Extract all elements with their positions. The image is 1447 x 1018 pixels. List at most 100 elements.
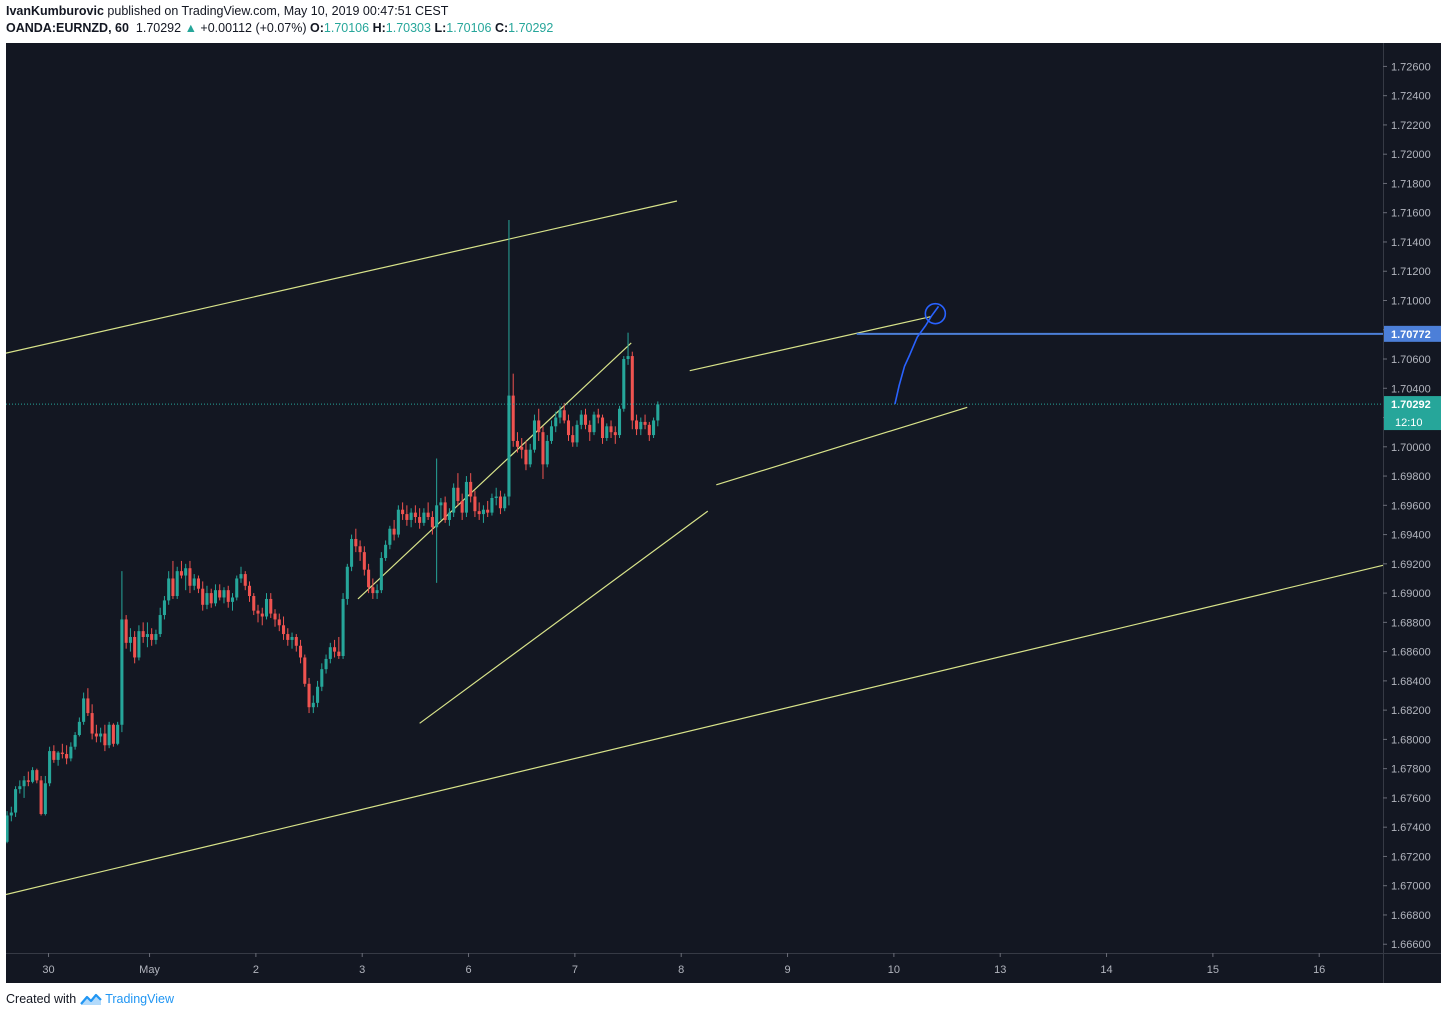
candle-body bbox=[481, 509, 485, 515]
candle-body bbox=[362, 552, 366, 570]
candle-body bbox=[141, 631, 145, 637]
candle-body bbox=[592, 414, 596, 433]
candle-body bbox=[311, 702, 315, 708]
candle-body bbox=[520, 446, 524, 450]
candle-body bbox=[439, 502, 443, 506]
chart-canvas[interactable]: 1.72600 1.72400 1.72200 1.72000 1.71800 1.716… bbox=[6, 43, 1441, 983]
candle-body bbox=[328, 647, 332, 659]
time-tick-label: 7 bbox=[572, 964, 578, 976]
candle-body bbox=[179, 571, 183, 576]
candle-body bbox=[643, 421, 647, 425]
price-tick-label: 1.70400 bbox=[1391, 383, 1431, 395]
candle-body bbox=[99, 733, 103, 737]
candle-body bbox=[18, 786, 22, 790]
last-price: 1.70292 bbox=[135, 21, 182, 35]
candle-body bbox=[579, 414, 583, 425]
candle-body bbox=[235, 578, 239, 598]
price-tick-label: 1.67800 bbox=[1391, 764, 1431, 776]
candle-body bbox=[124, 619, 128, 643]
price-tick-label: 1.67400 bbox=[1391, 822, 1431, 834]
price-tick-label: 1.69000 bbox=[1391, 588, 1431, 600]
price-tick-label: 1.68400 bbox=[1391, 676, 1431, 688]
candle-body bbox=[316, 686, 320, 703]
candle-body bbox=[324, 658, 328, 670]
candle-body bbox=[120, 619, 124, 725]
open-value: 1.70106 bbox=[323, 21, 370, 35]
candle-body bbox=[35, 770, 39, 781]
price-tick-label: 1.68200 bbox=[1391, 705, 1431, 717]
candle-body bbox=[294, 636, 298, 646]
candle-body bbox=[256, 610, 260, 614]
candle-body bbox=[209, 593, 213, 604]
candle-body bbox=[171, 578, 175, 597]
time-tick-label: 14 bbox=[1100, 964, 1112, 976]
open-label: O: bbox=[310, 21, 324, 35]
candle-body bbox=[596, 414, 600, 418]
candle-body bbox=[22, 780, 26, 787]
candle-body bbox=[286, 634, 290, 640]
candle-body bbox=[260, 613, 264, 617]
time-tick-label: 2 bbox=[253, 964, 259, 976]
price-tick-label: 1.68600 bbox=[1391, 647, 1431, 659]
candle-body bbox=[303, 657, 307, 684]
price-tick-label: 1.69800 bbox=[1391, 471, 1431, 483]
candle-body bbox=[405, 514, 409, 520]
candle-body bbox=[388, 528, 392, 545]
level-price-tag-label: 1.70772 bbox=[1391, 329, 1431, 341]
price-tick-label: 1.72400 bbox=[1391, 91, 1431, 103]
candle-body bbox=[554, 417, 558, 427]
candle-body bbox=[541, 432, 545, 465]
candle-body bbox=[647, 424, 651, 436]
symbol-label: OANDA:EURNZD, 60 bbox=[6, 21, 129, 35]
candle-body bbox=[583, 414, 588, 425]
candle-body bbox=[14, 789, 18, 813]
candle-body bbox=[528, 449, 532, 465]
candle-body bbox=[239, 574, 243, 579]
projection-target-circle bbox=[924, 302, 947, 325]
candle-body bbox=[545, 440, 549, 465]
time-tick-label: 8 bbox=[678, 964, 684, 976]
candle-body bbox=[82, 698, 86, 722]
candle-body bbox=[435, 505, 439, 528]
candle-body bbox=[201, 588, 205, 605]
price-tick-label: 1.69400 bbox=[1391, 530, 1431, 542]
time-tick-label: 9 bbox=[784, 964, 790, 976]
candle-body bbox=[167, 578, 171, 601]
candle-body bbox=[65, 754, 69, 759]
candle-body bbox=[469, 481, 473, 497]
candle-body bbox=[630, 356, 634, 421]
author-name[interactable]: IvanKumburovic bbox=[6, 4, 104, 18]
candle-body bbox=[48, 751, 52, 784]
projection-path bbox=[894, 305, 940, 405]
candle-body bbox=[456, 487, 460, 501]
candle-body bbox=[358, 546, 362, 553]
candle-body bbox=[281, 625, 286, 635]
candle-body bbox=[571, 435, 575, 443]
candle-body bbox=[558, 410, 562, 418]
trendline-flag-lower bbox=[716, 406, 968, 486]
time-tick-label: 6 bbox=[465, 964, 471, 976]
candle-body bbox=[341, 598, 345, 657]
candle-body bbox=[150, 634, 154, 640]
candle-body bbox=[575, 424, 579, 443]
candle-body bbox=[269, 598, 273, 614]
candle-body bbox=[613, 432, 617, 436]
candle-body bbox=[549, 426, 554, 441]
tradingview-brand[interactable]: TradingView bbox=[105, 992, 174, 1006]
candle-body bbox=[26, 780, 30, 782]
candle-body bbox=[635, 420, 639, 430]
candle-body bbox=[307, 683, 311, 708]
candle-body bbox=[443, 502, 447, 520]
candle-body bbox=[137, 631, 141, 658]
close-value: 1.70292 bbox=[508, 21, 554, 35]
candle-body bbox=[537, 420, 541, 433]
current-price-tag-label: 1.70292 bbox=[1391, 399, 1431, 411]
chart-area[interactable]: 1.72600 1.72400 1.72200 1.72000 1.71800 1.716… bbox=[6, 43, 1441, 983]
candle-body bbox=[511, 395, 515, 441]
candle-body bbox=[116, 724, 120, 744]
candle-body bbox=[490, 498, 494, 513]
price-tick-label: 1.72000 bbox=[1391, 149, 1431, 161]
candle-body bbox=[299, 645, 303, 658]
candle-body bbox=[524, 449, 528, 465]
bar-countdown-label: 12:10 bbox=[1395, 417, 1423, 429]
